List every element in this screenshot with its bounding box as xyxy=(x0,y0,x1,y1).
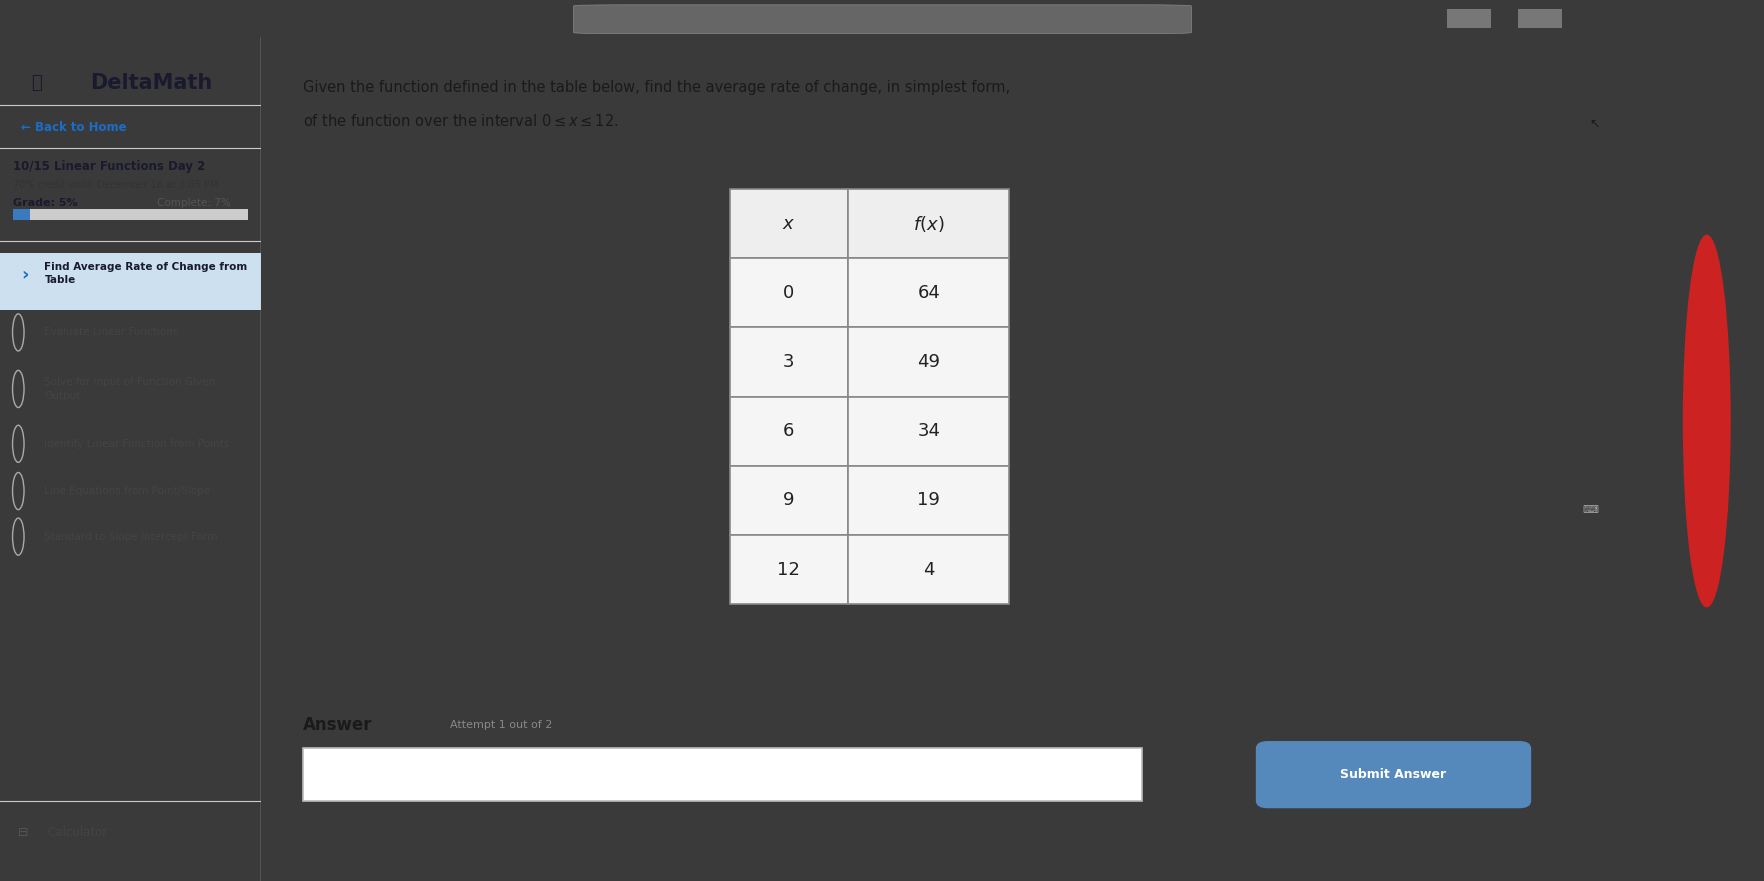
Text: Evaluate Linear Functions: Evaluate Linear Functions xyxy=(44,328,178,337)
Bar xyxy=(848,189,1009,258)
Text: Calculator: Calculator xyxy=(48,825,108,839)
Text: of the function over the interval $0 \leq x \leq 12$.: of the function over the interval $0 \le… xyxy=(303,114,619,130)
Text: 10/15 Linear Functions Day 2: 10/15 Linear Functions Day 2 xyxy=(12,159,205,173)
Text: 4: 4 xyxy=(923,560,933,579)
Text: ›: › xyxy=(21,266,28,284)
Text: Complete: 7%: Complete: 7% xyxy=(157,198,231,208)
Text: Line Equations from Point/Slope: Line Equations from Point/Slope xyxy=(44,486,210,496)
Bar xyxy=(729,189,848,258)
Text: 9: 9 xyxy=(783,492,794,509)
Text: Submit Answer: Submit Answer xyxy=(1339,768,1446,781)
FancyBboxPatch shape xyxy=(573,4,1191,33)
Text: 19: 19 xyxy=(917,492,940,509)
Bar xyxy=(848,328,1009,396)
Bar xyxy=(848,396,1009,466)
Bar xyxy=(1517,10,1561,28)
Text: 6: 6 xyxy=(783,422,794,440)
Text: 3: 3 xyxy=(783,353,794,371)
Bar xyxy=(303,749,1141,801)
Text: ← Back to Home: ← Back to Home xyxy=(21,121,127,134)
Text: Answer: Answer xyxy=(303,716,372,734)
Text: ⌨: ⌨ xyxy=(1581,505,1598,515)
Text: ⊟: ⊟ xyxy=(18,825,28,839)
Text: 49: 49 xyxy=(917,353,940,371)
Text: 70% credit until: December 16 at 3:05 PM: 70% credit until: December 16 at 3:05 PM xyxy=(12,180,219,189)
Bar xyxy=(848,535,1009,604)
Text: Identify Linear Function from Points: Identify Linear Function from Points xyxy=(44,439,229,448)
FancyBboxPatch shape xyxy=(1256,742,1529,808)
Bar xyxy=(848,466,1009,535)
Bar xyxy=(729,328,848,396)
Text: 64: 64 xyxy=(917,284,940,301)
Text: Grade: 5%: Grade: 5% xyxy=(12,198,78,208)
Text: Solve for Input of Function Given
Output: Solve for Input of Function Given Output xyxy=(44,377,215,401)
Circle shape xyxy=(1683,235,1729,607)
Text: 12: 12 xyxy=(776,560,799,579)
Text: Given the function defined in the table below, find the average rate of change, : Given the function defined in the table … xyxy=(303,80,1009,95)
Bar xyxy=(0,253,261,310)
Bar xyxy=(848,258,1009,328)
Text: $x$: $x$ xyxy=(781,215,796,233)
Text: $f(x)$: $f(x)$ xyxy=(912,213,944,233)
Text: 🎓: 🎓 xyxy=(32,74,42,93)
Text: Find Average Rate of Change from
Table: Find Average Rate of Change from Table xyxy=(44,262,247,285)
Text: 34: 34 xyxy=(917,422,940,440)
Text: ↖: ↖ xyxy=(1588,117,1598,130)
Bar xyxy=(729,466,848,535)
Bar xyxy=(729,258,848,328)
Text: Standard to Slope Intercept Form: Standard to Slope Intercept Form xyxy=(44,531,217,542)
Text: Attempt 1 out of 2: Attempt 1 out of 2 xyxy=(450,720,552,729)
Bar xyxy=(729,396,848,466)
Bar xyxy=(1446,10,1491,28)
Text: 0: 0 xyxy=(783,284,794,301)
Bar xyxy=(12,209,249,220)
Bar xyxy=(12,209,30,220)
Text: DeltaMath: DeltaMath xyxy=(90,73,212,93)
Bar xyxy=(729,535,848,604)
